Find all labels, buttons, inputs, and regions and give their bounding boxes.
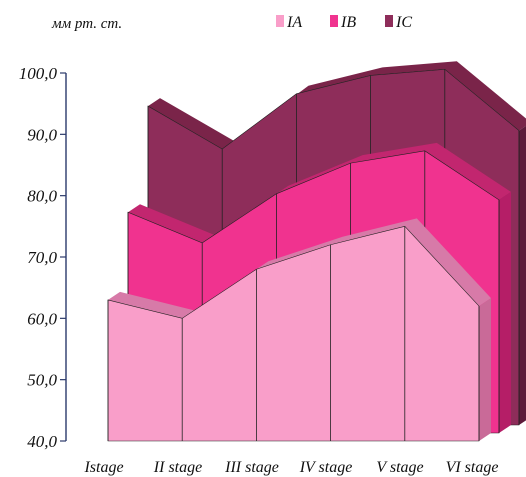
y-axis-unit-label: мм рт. ст. [52, 16, 123, 32]
series-IA-ridge [108, 218, 491, 319]
x-tick-label-0: Istage [83, 459, 123, 476]
y-axis: 40,0 50,0 60,0 70,0 80,0 90,0 100,0 [19, 64, 67, 451]
y-tick-label-2: 60,0 [27, 309, 57, 328]
x-tick-label-1: II stage [153, 459, 202, 476]
legend-item-IA: IA [276, 14, 302, 31]
y-tick-label-6: 100,0 [19, 64, 58, 83]
x-axis-labels: Istage II stage III stage IV stage V stage VI… [83, 459, 498, 476]
legend: IA IB IC [276, 14, 412, 31]
series-IB-side [499, 191, 511, 433]
series-IA [107, 218, 491, 442]
legend-swatch-IB [330, 15, 338, 27]
series-IC-side [519, 125, 526, 425]
legend-label-IA: IA [286, 14, 302, 31]
x-tick-label-5: VI stage [446, 459, 499, 476]
y-tick-label-3: 70,0 [27, 248, 57, 267]
legend-label-IC: IC [395, 14, 412, 31]
x-tick-label-2: III stage [224, 459, 279, 476]
series-IC-ridge [148, 61, 526, 149]
y-tick-label-5: 90,0 [27, 125, 57, 144]
series-IA-side [479, 298, 491, 441]
y-tick-label-4: 80,0 [27, 187, 57, 206]
y-tick-label-0: 40,0 [27, 432, 57, 451]
legend-swatch-IA [276, 15, 284, 27]
legend-item-IB: IB [330, 14, 356, 31]
legend-label-IB: IB [340, 14, 356, 31]
legend-item-IC: IC [385, 14, 412, 31]
y-tick-label-1: 50,0 [27, 371, 57, 390]
x-tick-label-4: V stage [376, 459, 423, 476]
series-layer [107, 61, 526, 442]
x-tick-label-3: IV stage [299, 459, 353, 476]
legend-swatch-IC [385, 15, 393, 27]
